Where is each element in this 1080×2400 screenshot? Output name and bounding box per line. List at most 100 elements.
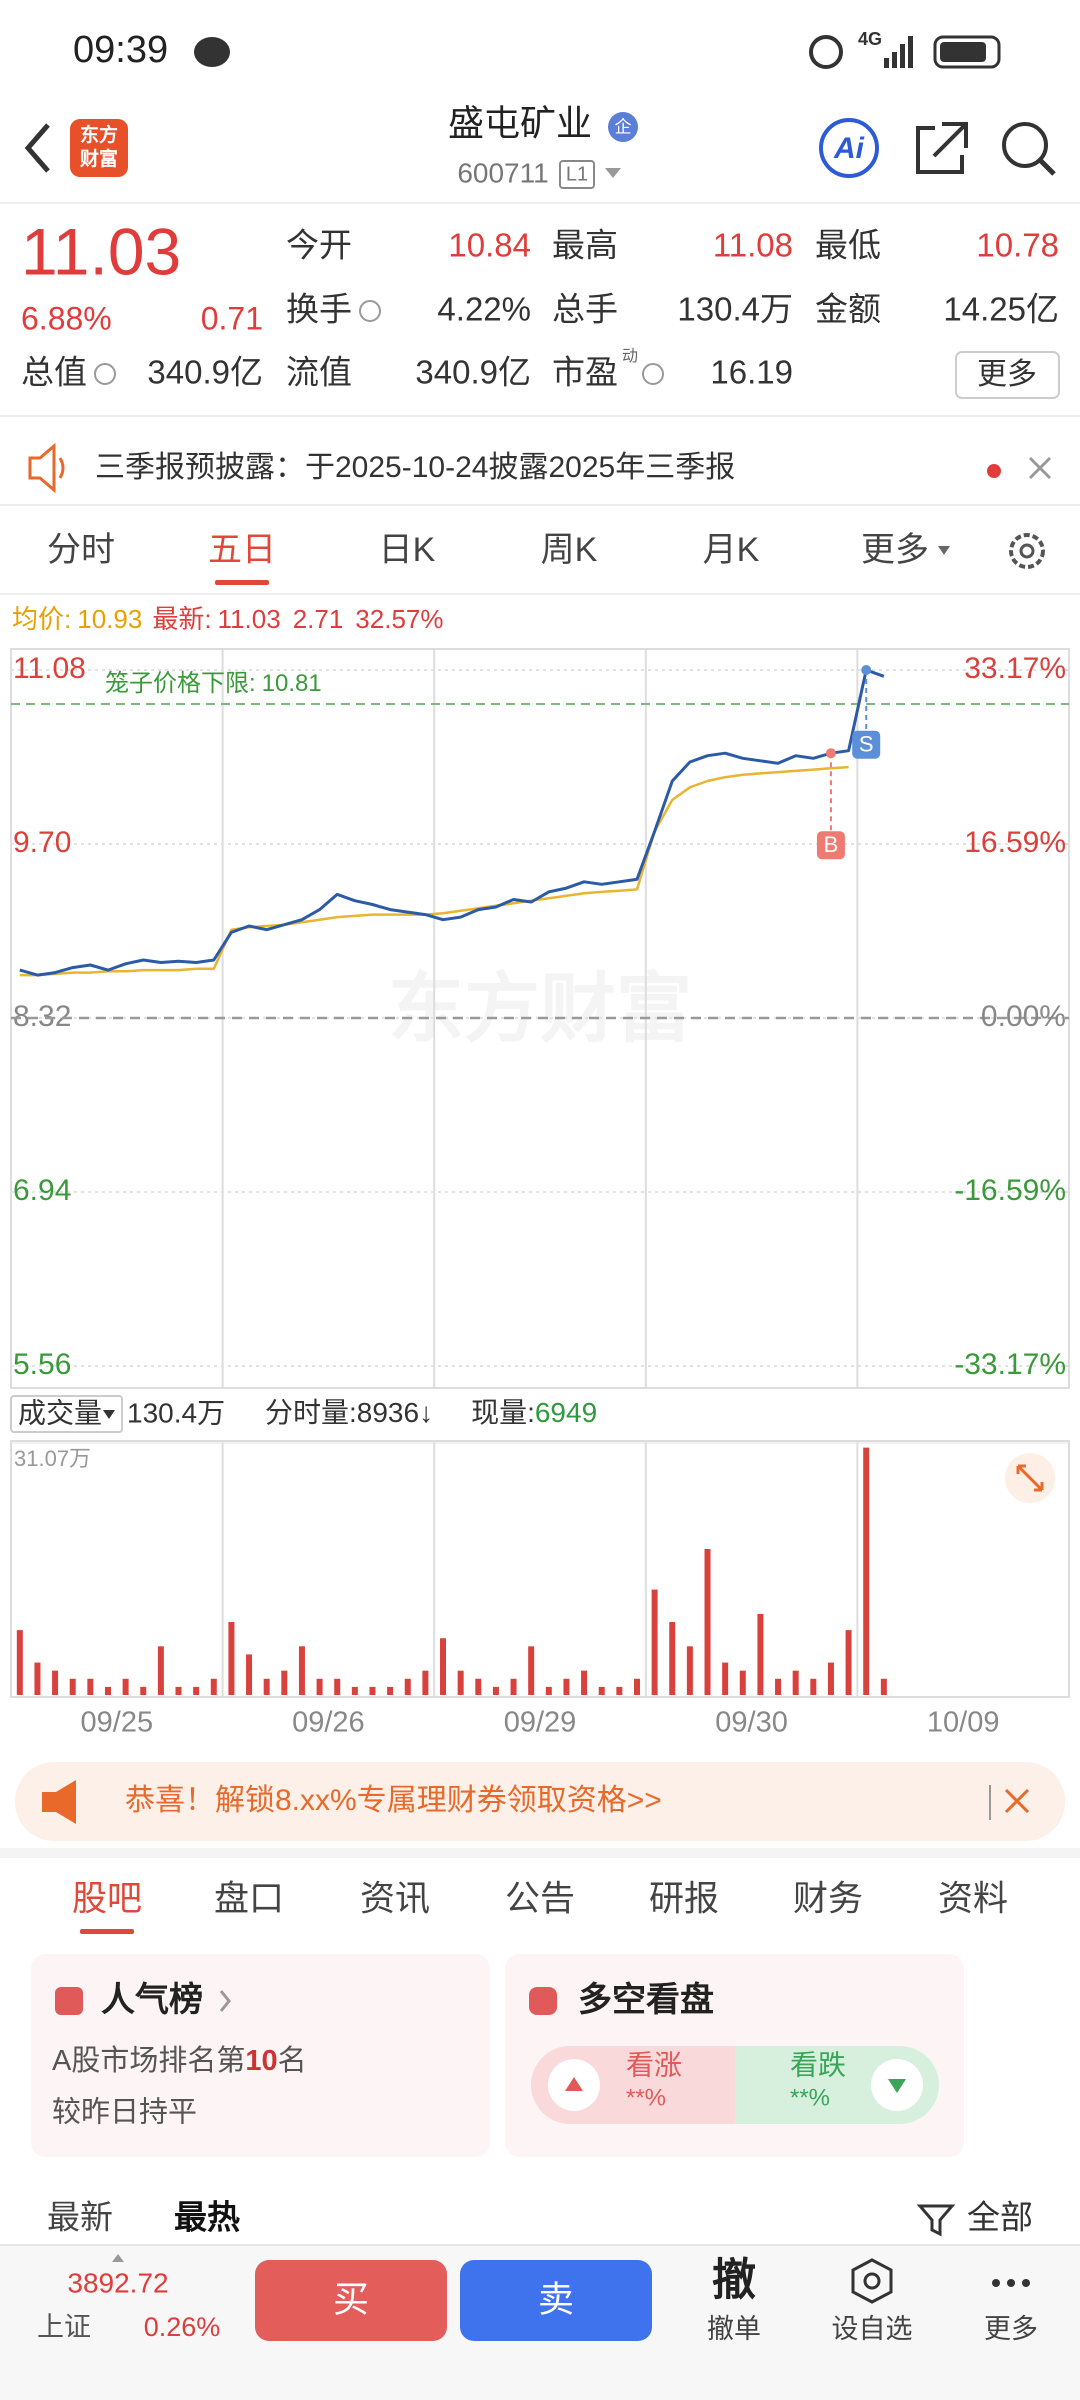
chart-info: 均价: 10.93 最新: 11.03 2.71 32.57% [12, 604, 443, 634]
more-label[interactable]: 更多 [984, 2314, 1038, 2344]
ai-button[interactable] [819, 118, 879, 178]
stock-code: 600711 [457, 157, 548, 188]
tab[interactable]: 资讯 [360, 1879, 430, 1918]
field-label: 流值 [286, 354, 352, 391]
volume-bar [686, 1646, 693, 1695]
y-tick-label: 5.56 [13, 1348, 71, 1381]
filter-icon[interactable] [916, 2204, 956, 2237]
up-value: **% [626, 2084, 666, 2111]
volume-selector[interactable] [10, 1395, 123, 1433]
back-button[interactable] [24, 123, 50, 173]
info-icon[interactable] [359, 300, 381, 322]
trade-label[interactable]: B [824, 832, 839, 857]
y2-tick-label: 33.17% [964, 652, 1066, 685]
volume-bar [246, 1654, 253, 1695]
watch-label[interactable]: 设自选 [832, 2314, 913, 2344]
volume-title: 成交量 [18, 1397, 102, 1428]
trade-label[interactable]: S [859, 732, 874, 757]
badge [608, 112, 638, 142]
avg-value: 10.93 [77, 604, 142, 634]
index-value[interactable]: 3892.72 [67, 2267, 168, 2298]
more-icon[interactable] [992, 2279, 1030, 2287]
tab[interactable]: 周K [541, 531, 598, 569]
filter-label[interactable]: 全部 [967, 2199, 1033, 2236]
card-title: 多空看盘 [578, 1981, 714, 2019]
chevron [219, 1990, 231, 2012]
y2-tick-label: 0.00% [981, 1000, 1066, 1033]
current-volume: 6949 [535, 1397, 597, 1428]
volume-bar [298, 1646, 305, 1695]
tab[interactable]: 盘口 [214, 1879, 284, 1918]
buy-button[interactable] [255, 2260, 447, 2341]
tab[interactable]: 五日 [208, 531, 276, 569]
share-button[interactable] [916, 122, 968, 174]
settings-button[interactable] [1009, 533, 1045, 569]
sell-button[interactable] [460, 2260, 652, 2341]
tab[interactable]: 研报 [649, 1879, 719, 1918]
tab[interactable]: 财务 [793, 1879, 863, 1918]
volume-bar [440, 1638, 447, 1695]
logo-text: 财富 [80, 147, 118, 170]
tab[interactable]: 资料 [938, 1879, 1008, 1918]
volume-bar [140, 1686, 147, 1695]
field-sup: 动 [622, 347, 638, 365]
tab[interactable]: 分时 [47, 531, 115, 569]
volume-total: 130.4万 [127, 1397, 225, 1428]
close-notice[interactable] [1028, 456, 1052, 480]
tab-underline [80, 1929, 134, 1934]
cancel-label[interactable]: 撤单 [707, 2314, 761, 2344]
tab[interactable]: 公告 [505, 1879, 575, 1918]
index-change[interactable]: 0.26% [144, 2312, 221, 2342]
info-icon[interactable] [94, 363, 116, 385]
volume-bar [722, 1662, 729, 1695]
price: 11.03 [21, 214, 181, 288]
trade-box [852, 730, 881, 759]
dropdown-arrow [103, 1410, 115, 1419]
rank-line: A股市场排名第10名 [52, 2044, 307, 2077]
change: 0.71 [201, 300, 263, 336]
volume-bar [528, 1646, 535, 1695]
price-line [19, 668, 885, 977]
tab[interactable]: 更多 [861, 531, 929, 569]
network-type: 4G [858, 29, 882, 49]
level-arrow[interactable] [605, 168, 621, 178]
tab[interactable]: 月K [703, 531, 760, 569]
field-value: 130.4万 [677, 291, 793, 328]
notice-text[interactable]: 三季报预披露：于2025-10-24披露2025年三季报 [95, 451, 735, 484]
field-value: 340.9亿 [147, 354, 263, 391]
stock-name: 盛屯矿业 [448, 103, 592, 144]
info-icon[interactable] [642, 363, 664, 385]
index-name[interactable]: 上证 [37, 2312, 91, 2342]
notice-icon [28, 442, 65, 494]
volume-bar [739, 1670, 746, 1695]
more-button[interactable] [955, 351, 1060, 399]
y2-tick-label: 16.59% [964, 826, 1066, 859]
volume-bar [880, 1678, 887, 1695]
cancel-icon[interactable]: 撤 [712, 2256, 756, 2305]
avg-line [19, 765, 849, 977]
field-value: 4.22% [437, 291, 531, 328]
content-tabs: 股吧 盘口 资讯 公告 研报 财务 资料 [72, 1879, 1008, 1934]
tab[interactable]: 日K [379, 531, 436, 569]
promo-close[interactable] [1004, 1788, 1030, 1814]
app-logo [70, 119, 128, 177]
battery-icon [933, 35, 1001, 69]
volume-bar [281, 1670, 288, 1695]
volume-bar [669, 1622, 676, 1695]
change-value: 2.71 [293, 604, 344, 634]
tab[interactable]: 最热 [174, 2199, 240, 2236]
field-label: 总手 [552, 291, 618, 328]
field-value: 340.9亿 [415, 354, 531, 391]
watch-icon[interactable] [851, 2258, 893, 2304]
search-button[interactable] [1002, 122, 1048, 168]
tab[interactable]: 股吧 [72, 1879, 142, 1918]
search-handle [1038, 158, 1056, 176]
avg-label: 均价: [12, 604, 71, 634]
popularity-card[interactable] [31, 1954, 490, 2157]
card-title: 人气榜 [101, 1981, 203, 2019]
chat-icon [194, 37, 230, 67]
tab[interactable]: 最新 [47, 2199, 113, 2236]
promo-banner[interactable] [15, 1762, 1065, 1841]
field-label: 金额 [815, 291, 881, 328]
